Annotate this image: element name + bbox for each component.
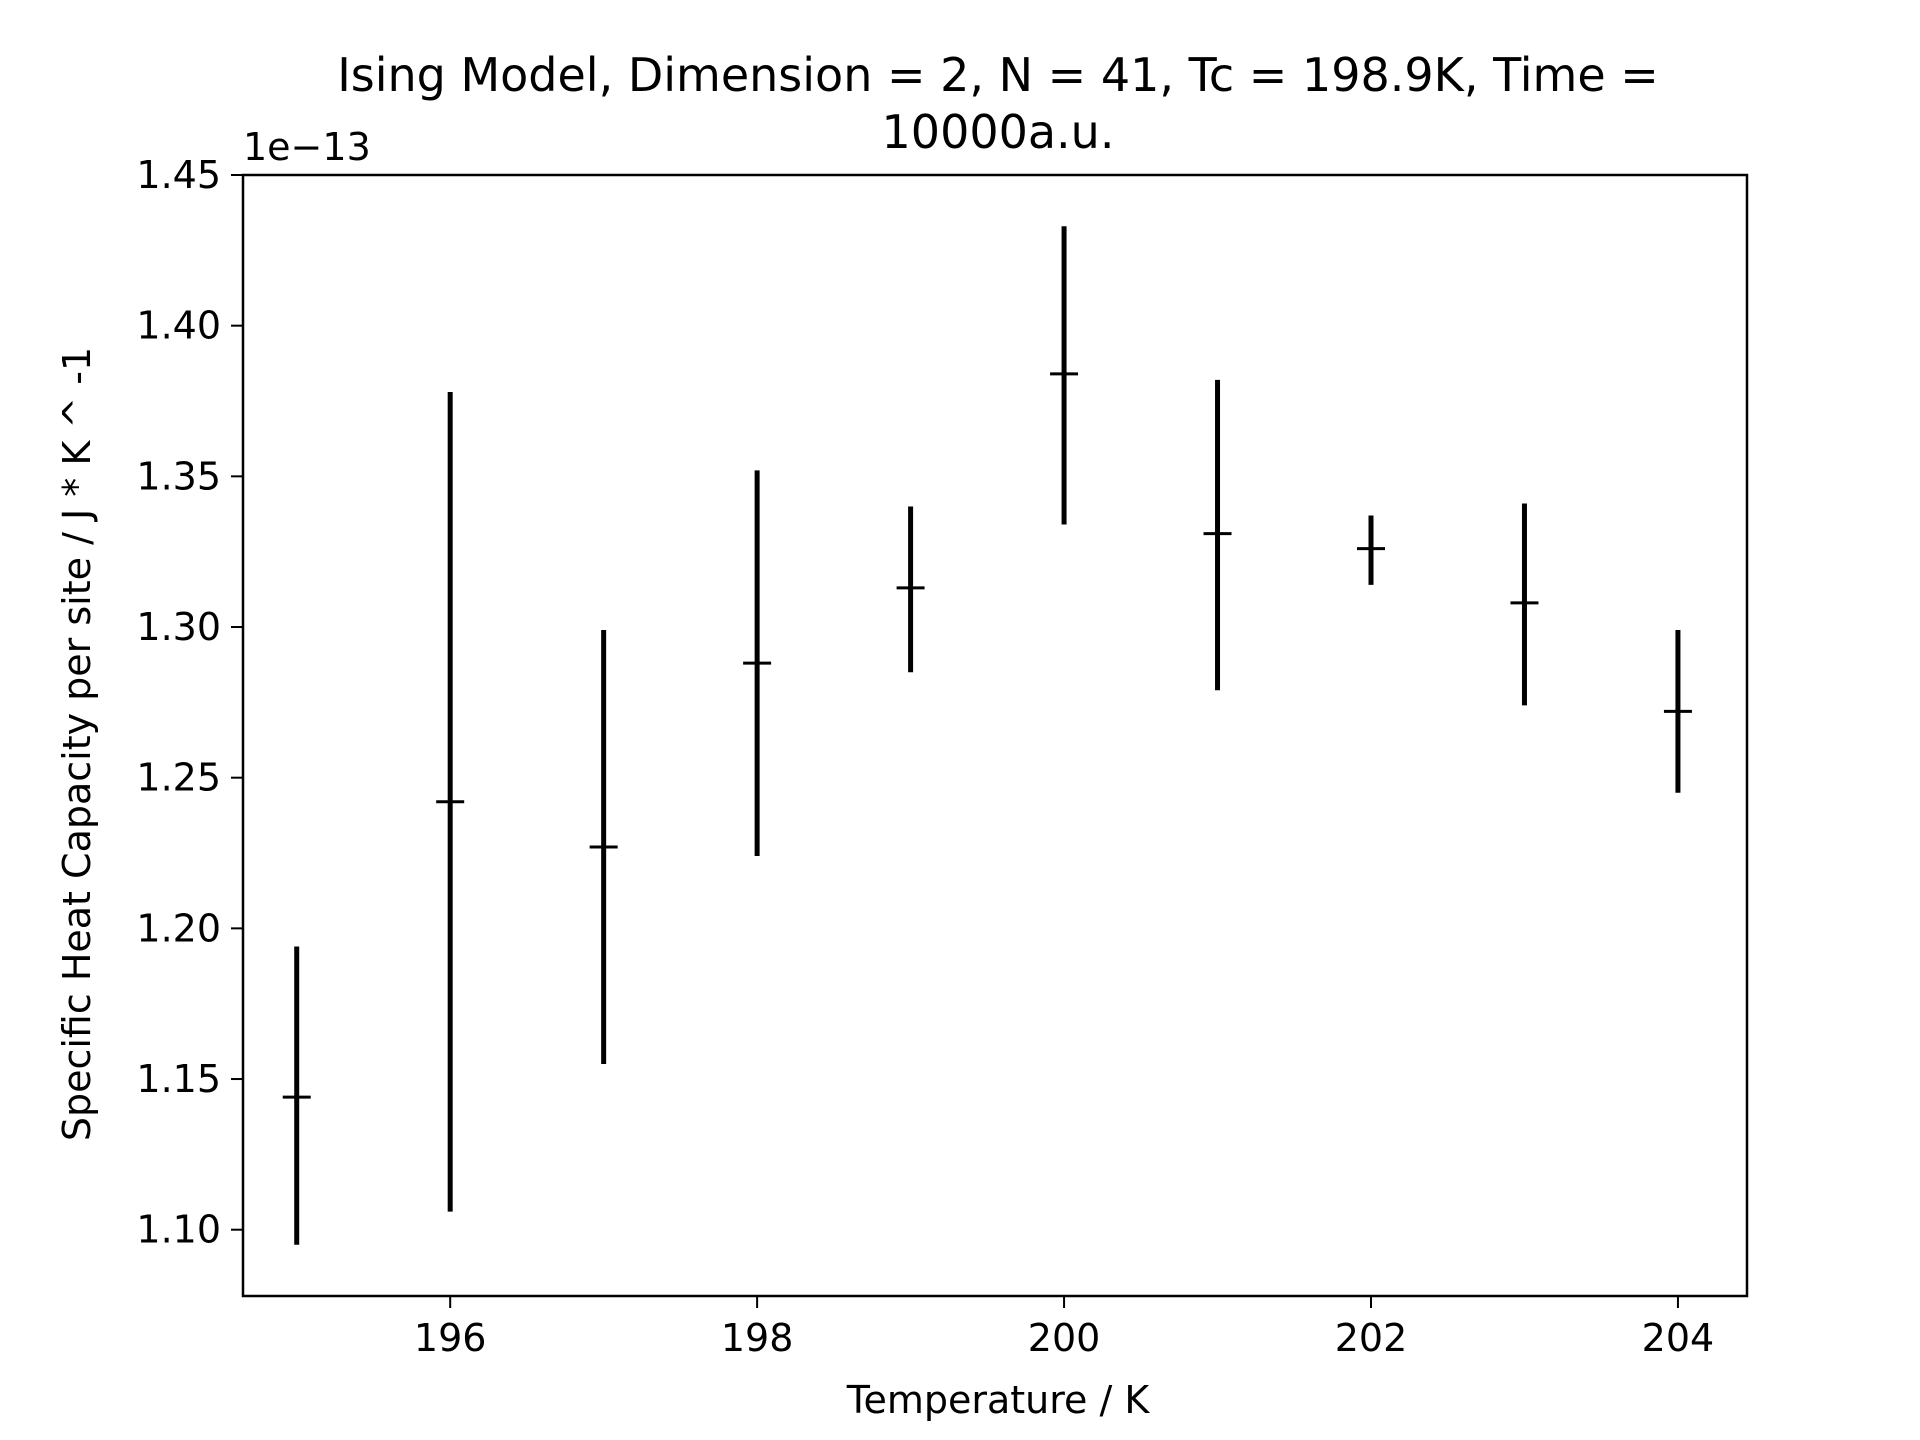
plot-area: 196 198 200 202 204 1.10 1.15 1.20 1.25 1.30 1.35 1…	[136, 153, 1749, 1360]
y-axis-label: Specific Heat Capacity per site / J * K …	[55, 347, 99, 1141]
plot-frame	[241, 173, 1749, 1298]
x-tick-label: 200	[1028, 1316, 1101, 1360]
y-tick-label: 1.30	[136, 605, 221, 649]
chart-title-line-1: Ising Model, Dimension = 2, N = 41, Tc =…	[337, 48, 1659, 102]
chart-title-line-2: 10000a.u.	[882, 105, 1115, 159]
y-tick-label: 1.35	[136, 454, 221, 498]
y-tick-label: 1.20	[136, 906, 221, 950]
y-tick-label: 1.25	[136, 756, 221, 800]
x-tick-label: 196	[414, 1316, 487, 1360]
x-tick-label: 204	[1642, 1316, 1715, 1360]
y-tick-label: 1.15	[136, 1057, 221, 1101]
y-tick-label: 1.45	[136, 153, 221, 197]
y-tick-label: 1.10	[136, 1208, 221, 1252]
x-axis-label: Temperature / K	[846, 1378, 1151, 1422]
y-tick-label: 1.40	[136, 304, 221, 348]
x-tick-label: 202	[1335, 1316, 1408, 1360]
x-tick-label: 198	[721, 1316, 794, 1360]
y-offset-label: 1e−13	[243, 125, 371, 169]
